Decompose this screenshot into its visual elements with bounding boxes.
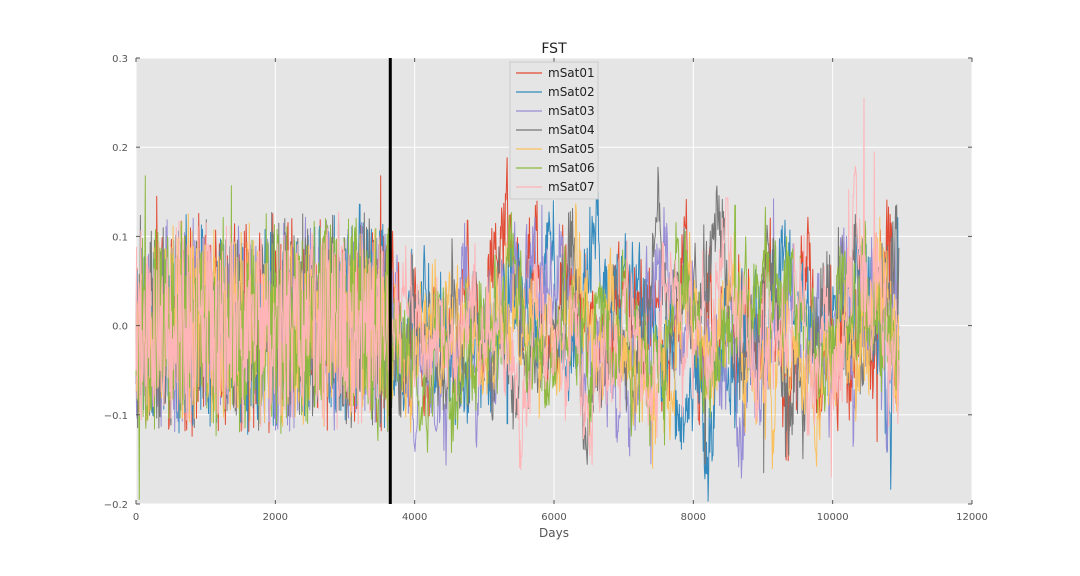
x-tick-label: 12000 (956, 512, 988, 523)
series-line-msat07 (135, 97, 900, 478)
y-tick-label: −0.1 (104, 411, 128, 422)
legend-label-msat02: mSat02 (548, 85, 595, 99)
x-tick-label: 4000 (402, 512, 427, 523)
x-tick-label: 0 (133, 512, 139, 523)
series-layer (135, 97, 900, 502)
x-tick-label: 8000 (681, 512, 706, 523)
legend-label-msat05: mSat05 (548, 142, 595, 156)
y-tick-label: 0.2 (112, 143, 128, 154)
y-tick-label: 0.0 (112, 322, 128, 333)
legend: mSat01 mSat02 mSat03 mSat04 mSat05 mSat06 mSat… (509, 61, 599, 200)
legend-label-msat06: mSat06 (548, 161, 595, 175)
y-tick-label: −0.2 (104, 500, 128, 511)
chart-title: FST (541, 41, 567, 57)
x-tick-label: 2000 (263, 512, 288, 523)
legend-label-msat03: mSat03 (548, 104, 595, 118)
axis-ticks: 0 2000 4000 6000 8000 10000 12000 −0.2 −0.1 0.0 0.… (104, 54, 988, 523)
legend-label-msat01: mSat01 (548, 66, 595, 80)
y-tick-label: 0.1 (112, 232, 128, 243)
x-axis-title: Days (539, 526, 569, 540)
x-tick-label: 6000 (541, 512, 566, 523)
x-tick-label: 10000 (817, 512, 849, 523)
legend-label-msat04: mSat04 (548, 123, 595, 137)
legend-label-msat07: mSat07 (548, 180, 595, 194)
y-tick-label: 0.3 (112, 54, 128, 65)
